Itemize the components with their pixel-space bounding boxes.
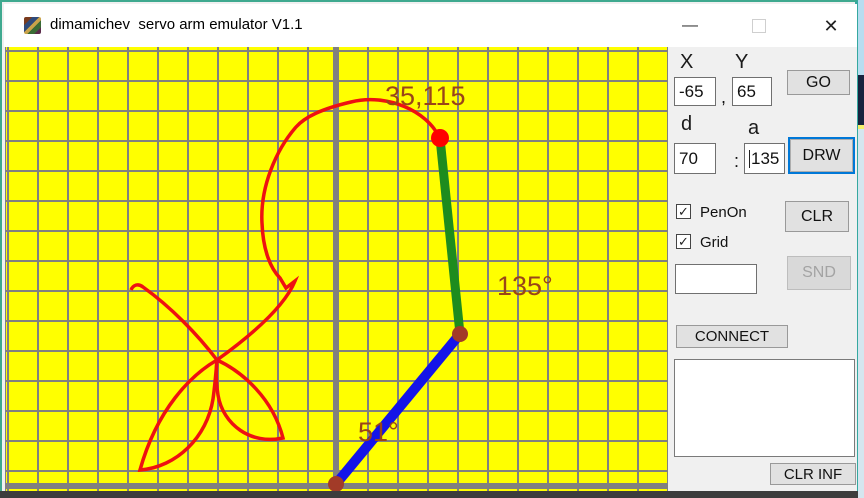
window-bottom-edge — [0, 491, 858, 498]
app-icon — [24, 17, 41, 34]
y-label: Y — [735, 51, 749, 73]
desktop-background-strip — [858, 0, 864, 75]
window-title: dimamichev servo arm emulator V1.1 — [50, 16, 303, 33]
close-icon: ✕ — [823, 15, 839, 36]
minimize-icon: — — [682, 17, 698, 34]
info-output-box[interactable] — [674, 359, 855, 457]
control-panel: X Y -65 , 65 GO d a 70 : 135 DRW ✓ PenOn… — [668, 47, 857, 493]
elbow-joint-dot — [452, 326, 468, 342]
minimize-button[interactable]: — — [667, 4, 713, 48]
close-button[interactable]: ✕ — [808, 4, 854, 48]
d-label: d — [681, 113, 693, 135]
upper-arm-segment — [435, 133, 465, 339]
desktop-background-strip — [858, 129, 864, 498]
clr-inf-button[interactable]: CLR INF — [770, 463, 856, 485]
pen-position-label: 35,115 — [385, 81, 466, 111]
clr-button[interactable]: CLR — [785, 201, 849, 232]
maximize-icon — [752, 19, 766, 33]
title-bar: dimamichev servo arm emulator V1.1 — ✕ — [4, 4, 857, 47]
desktop-background-strip — [858, 75, 864, 125]
maximize-button — [736, 4, 782, 48]
lower-angle-label: 51° — [358, 417, 399, 447]
connect-button[interactable]: CONNECT — [676, 325, 788, 348]
vertical-axis-line — [333, 47, 339, 493]
base-joint-dot — [328, 476, 344, 492]
message-input[interactable] — [675, 264, 757, 294]
go-button[interactable]: GO — [787, 70, 850, 95]
pen-tip-dot — [431, 129, 449, 147]
checkmark-icon: ✓ — [678, 204, 689, 219]
checkmark-icon: ✓ — [678, 234, 689, 249]
x-label: X — [680, 51, 694, 73]
desktop-background-strip — [858, 125, 864, 129]
upper-angle-label: 135° — [497, 271, 553, 301]
penon-checkbox-label: PenOn — [700, 204, 747, 221]
drw-button[interactable]: DRW — [790, 139, 853, 172]
y-input[interactable]: 65 — [732, 77, 772, 106]
snd-button: SND — [787, 256, 851, 290]
penon-checkbox[interactable]: ✓ — [676, 204, 691, 219]
colon-separator: : — [734, 151, 740, 171]
x-input[interactable]: -65 — [674, 77, 716, 106]
lower-arm-segment — [331, 329, 465, 489]
grid-checkbox-label: Grid — [700, 234, 729, 251]
servo-arm-plot — [129, 97, 468, 492]
d-input[interactable]: 70 — [674, 143, 716, 174]
text-caret — [749, 149, 750, 168]
comma-separator: , — [721, 87, 727, 107]
a-label: a — [748, 117, 760, 139]
grid-checkbox[interactable]: ✓ — [676, 234, 691, 249]
pen-trace-path — [129, 97, 441, 472]
a-input[interactable]: 135 — [744, 143, 785, 174]
drawing-canvas[interactable]: 35,115 135° 51° — [5, 47, 668, 493]
